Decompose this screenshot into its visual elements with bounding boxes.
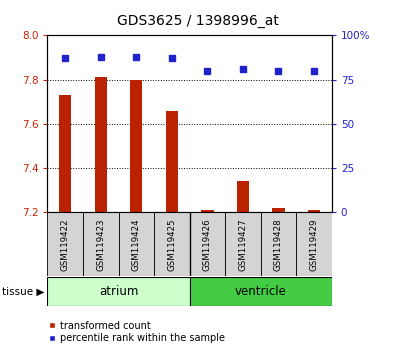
Bar (47, 277, 190, 306)
Bar (237, 182, 249, 212)
Text: GSM119429: GSM119429 (310, 218, 318, 270)
Text: GSM119427: GSM119427 (239, 218, 247, 270)
Text: GDS3625 / 1398996_at: GDS3625 / 1398996_at (117, 14, 278, 28)
Legend: transformed count, percentile rank within the sample: transformed count, percentile rank withi… (44, 317, 229, 347)
Bar (296, 212, 332, 276)
Bar (154, 212, 190, 276)
Bar (83, 212, 118, 276)
Text: GSM119428: GSM119428 (274, 218, 283, 270)
Bar (94, 78, 107, 212)
Bar (190, 277, 332, 306)
Bar (166, 111, 178, 212)
Text: ventricle: ventricle (235, 285, 287, 298)
Bar (261, 212, 296, 276)
Bar (272, 208, 285, 212)
Text: GSM119422: GSM119422 (61, 218, 70, 270)
Bar (118, 212, 154, 276)
Text: GSM119426: GSM119426 (203, 218, 212, 270)
Bar (201, 210, 214, 212)
Text: GSM119424: GSM119424 (132, 218, 141, 270)
Text: GSM119423: GSM119423 (96, 218, 105, 270)
Bar (308, 210, 320, 212)
Bar (47, 212, 83, 276)
Bar (130, 80, 143, 212)
Bar (190, 212, 225, 276)
Bar (59, 95, 71, 212)
Text: atrium: atrium (99, 285, 138, 298)
Text: GSM119425: GSM119425 (167, 218, 176, 270)
Text: tissue ▶: tissue ▶ (2, 287, 44, 297)
Bar (225, 212, 261, 276)
